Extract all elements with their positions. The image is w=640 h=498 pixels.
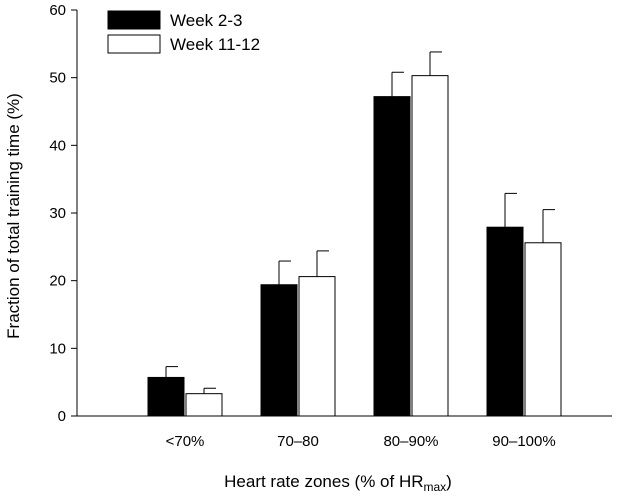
x-axis: <70% 70–80 80–90% 90–100% (77, 415, 612, 450)
bar (185, 393, 223, 417)
y-axis: 0 10 20 30 40 50 60 (49, 2, 78, 425)
y-tick-label: 0 (58, 408, 66, 425)
y-tick-label: 40 (49, 137, 66, 154)
bar (486, 226, 524, 417)
x-axis-title-subscript: max (424, 480, 447, 494)
bars-layer (147, 51, 562, 417)
y-tick-label: 50 (49, 70, 66, 87)
legend-label: Week 11-12 (170, 35, 260, 54)
bar (411, 75, 449, 417)
x-axis-title-main: Heart rate zones (% of HR (224, 472, 423, 491)
y-tick-label: 10 (49, 340, 66, 357)
legend-swatch (107, 34, 161, 54)
y-tick-label: 20 (49, 273, 66, 290)
x-tick-label: 90–100% (492, 433, 555, 450)
bar (524, 242, 562, 417)
x-axis-title-suffix: ) (446, 472, 452, 491)
y-tick-label: 30 (49, 205, 66, 222)
x-tick-label: 80–90% (383, 433, 438, 450)
bar (373, 96, 411, 417)
x-tick-label: <70% (166, 433, 205, 450)
y-axis-title: Fraction of total training time (%) (4, 93, 23, 339)
bar (298, 276, 336, 417)
legend: Week 2-3 Week 11-12 (107, 10, 260, 54)
legend-swatch (107, 10, 161, 30)
x-tick-label: 70–80 (277, 433, 319, 450)
bar (147, 376, 185, 417)
x-axis-title: Heart rate zones (% of HRmax) (224, 472, 452, 494)
y-tick-label: 60 (49, 2, 66, 19)
bar (260, 284, 298, 417)
legend-label: Week 2-3 (170, 11, 242, 30)
